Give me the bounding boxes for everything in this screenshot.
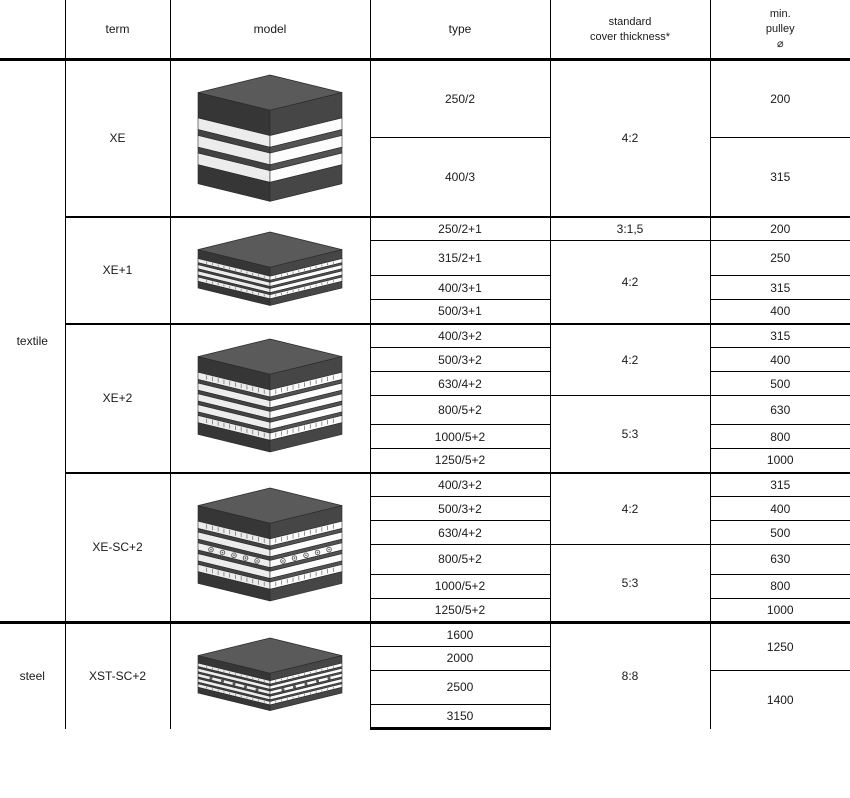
belt-model-icon [180, 224, 360, 314]
pulley-cell: 500 [710, 372, 850, 396]
header-term: term [65, 0, 170, 59]
spec-table: term model type standardcover thickness*… [0, 0, 850, 730]
model-cell [170, 622, 370, 729]
pulley-cell: 400 [710, 348, 850, 372]
model-cell [170, 473, 370, 623]
type-cell: 400/3+2 [370, 324, 550, 348]
table-row: XE+2 400/3+24:2315 [0, 324, 850, 348]
belt-model-icon [180, 630, 360, 720]
cover-cell: 5:3 [550, 545, 710, 623]
type-cell: 250/2+1 [370, 217, 550, 241]
header-type: type [370, 0, 550, 59]
header-pulley: min.pulley⌀ [710, 0, 850, 59]
type-cell: 400/3+2 [370, 473, 550, 497]
header-cover: standardcover thickness* [550, 0, 710, 59]
type-cell: 1250/5+2 [370, 449, 550, 473]
cover-cell: 4:2 [550, 59, 710, 217]
model-cell [170, 324, 370, 473]
pulley-cell: 400 [710, 300, 850, 324]
term-cell: XST-SC+2 [65, 622, 170, 729]
table-row: textileXE 250/24:2200 [0, 59, 850, 138]
pulley-cell: 200 [710, 217, 850, 241]
type-cell: 3150 [370, 705, 550, 729]
header-model: model [170, 0, 370, 59]
pulley-cell: 200 [710, 59, 850, 138]
cover-cell: 5:3 [550, 396, 710, 473]
type-cell: 250/2 [370, 59, 550, 138]
model-cell [170, 217, 370, 324]
pulley-cell: 250 [710, 241, 850, 276]
cover-cell: 3:1,5 [550, 217, 710, 241]
term-cell: XE+2 [65, 324, 170, 473]
pulley-cell: 1250 [710, 622, 850, 670]
type-cell: 800/5+2 [370, 396, 550, 425]
pulley-cell: 315 [710, 276, 850, 300]
table-row: XE-SC+2 [0, 473, 850, 497]
type-cell: 630/4+2 [370, 521, 550, 545]
type-cell: 400/3 [370, 138, 550, 217]
belt-model-icon [180, 67, 360, 207]
type-cell: 315/2+1 [370, 241, 550, 276]
pulley-cell: 315 [710, 138, 850, 217]
pulley-cell: 315 [710, 473, 850, 497]
pulley-cell: 500 [710, 521, 850, 545]
type-cell: 1000/5+2 [370, 574, 550, 598]
belt-model-icon [180, 331, 360, 463]
type-cell: 1600 [370, 622, 550, 646]
pulley-cell: 1000 [710, 449, 850, 473]
table-row: steelXST-SC+2 [0, 622, 850, 646]
model-cell [170, 59, 370, 217]
header-row: term model type standardcover thickness*… [0, 0, 850, 59]
term-cell: XE-SC+2 [65, 473, 170, 623]
category-cell: textile [0, 59, 65, 622]
pulley-cell: 400 [710, 497, 850, 521]
header-blank [0, 0, 65, 59]
pulley-cell: 800 [710, 574, 850, 598]
type-cell: 630/4+2 [370, 372, 550, 396]
pulley-cell: 1400 [710, 670, 850, 729]
cover-cell: 4:2 [550, 324, 710, 396]
pulley-cell: 630 [710, 396, 850, 425]
type-cell: 2500 [370, 670, 550, 705]
type-cell: 2000 [370, 646, 550, 670]
type-cell: 1250/5+2 [370, 598, 550, 622]
pulley-cell: 315 [710, 324, 850, 348]
cover-cell: 8:8 [550, 622, 710, 729]
category-cell: steel [0, 622, 65, 729]
table-body: textileXE 250/24:2200400/3315XE+1 [0, 59, 850, 729]
type-cell: 500/3+1 [370, 300, 550, 324]
cover-cell: 4:2 [550, 473, 710, 545]
term-cell: XE+1 [65, 217, 170, 324]
type-cell: 500/3+2 [370, 348, 550, 372]
belt-model-icon [180, 480, 360, 612]
type-cell: 800/5+2 [370, 545, 550, 575]
pulley-cell: 1000 [710, 598, 850, 622]
pulley-cell: 800 [710, 425, 850, 449]
type-cell: 1000/5+2 [370, 425, 550, 449]
term-cell: XE [65, 59, 170, 217]
table-row: XE+1 250/2+13:1,5200 [0, 217, 850, 241]
type-cell: 400/3+1 [370, 276, 550, 300]
type-cell: 500/3+2 [370, 497, 550, 521]
cover-cell: 4:2 [550, 241, 710, 324]
pulley-cell: 630 [710, 545, 850, 575]
